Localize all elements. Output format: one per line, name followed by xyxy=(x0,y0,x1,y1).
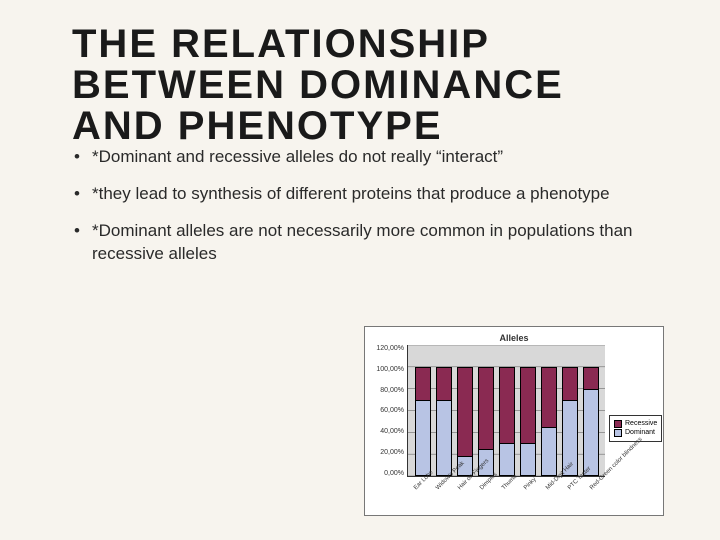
bar xyxy=(520,345,536,476)
bar xyxy=(478,345,494,476)
bullet-list: *Dominant and recessive alleles do not r… xyxy=(72,146,668,266)
legend-swatch xyxy=(614,429,622,437)
bar-segment-dominant xyxy=(520,443,536,476)
bar-segment-recessive xyxy=(457,367,473,457)
bullet-item: *Dominant and recessive alleles do not r… xyxy=(72,146,668,169)
plot xyxy=(407,345,605,477)
bar-segment-recessive xyxy=(499,367,515,443)
bar xyxy=(583,345,599,476)
plot-area: 120,00% 100,00% 80,00% 60,00% 40,00% 20,00% 0,… xyxy=(371,345,605,477)
bullet-item: *they lead to synthesis of different pro… xyxy=(72,183,668,206)
y-tick-label: 0,00% xyxy=(384,470,404,477)
bar-segment-recessive xyxy=(478,367,494,449)
bar-segment-recessive xyxy=(541,367,557,427)
legend-item: Dominant xyxy=(614,429,657,437)
alleles-chart: Alleles 120,00% 100,00% 80,00% 60,00% 40,00%… xyxy=(364,326,664,516)
bar-segment-dominant xyxy=(499,443,515,476)
y-tick-label: 100,00% xyxy=(376,366,404,373)
plot-column: 120,00% 100,00% 80,00% 60,00% 40,00% 20,00% 0,… xyxy=(371,345,605,511)
legend-label: Dominant xyxy=(625,429,655,436)
bar-segment-dominant xyxy=(583,389,599,476)
legend-item: Recessive xyxy=(614,420,657,428)
y-tick-label: 20,00% xyxy=(380,449,404,456)
bar-segment-recessive xyxy=(436,367,452,400)
bar-segment-recessive xyxy=(562,367,578,400)
y-tick-label: 40,00% xyxy=(380,428,404,435)
x-tick-label: Red-Green color blindness xyxy=(589,476,617,504)
bar-segment-recessive xyxy=(583,367,599,389)
x-axis: Ear LobeWidow's PeakHair on FingersDimpl… xyxy=(371,477,605,511)
bar xyxy=(499,345,515,476)
y-tick-label: 60,00% xyxy=(380,407,404,414)
bar-segment-recessive xyxy=(415,367,431,400)
legend: Recessive Dominant xyxy=(609,415,662,442)
bars-container xyxy=(408,345,605,476)
bar-segment-recessive xyxy=(520,367,536,443)
bullet-item: *Dominant alleles are not necessarily mo… xyxy=(72,220,668,266)
bar xyxy=(436,345,452,476)
chart-body: 120,00% 100,00% 80,00% 60,00% 40,00% 20,00% 0,… xyxy=(371,345,657,511)
bar xyxy=(457,345,473,476)
slide: THE RELATIONSHIP BETWEEN DOMINANCE AND P… xyxy=(0,0,720,540)
bar-segment-dominant xyxy=(541,427,557,476)
legend-swatch xyxy=(614,420,622,428)
chart-title: Alleles xyxy=(371,333,657,343)
bar xyxy=(415,345,431,476)
y-tick-label: 80,00% xyxy=(380,387,404,394)
legend-label: Recessive xyxy=(625,420,657,427)
slide-title: THE RELATIONSHIP BETWEEN DOMINANCE AND P… xyxy=(72,24,668,146)
bar xyxy=(562,345,578,476)
y-axis: 120,00% 100,00% 80,00% 60,00% 40,00% 20,00% 0,… xyxy=(371,345,407,477)
y-tick-label: 120,00% xyxy=(376,345,404,352)
bar-segment-dominant xyxy=(436,400,452,476)
bar-segment-dominant xyxy=(415,400,431,476)
bar xyxy=(541,345,557,476)
